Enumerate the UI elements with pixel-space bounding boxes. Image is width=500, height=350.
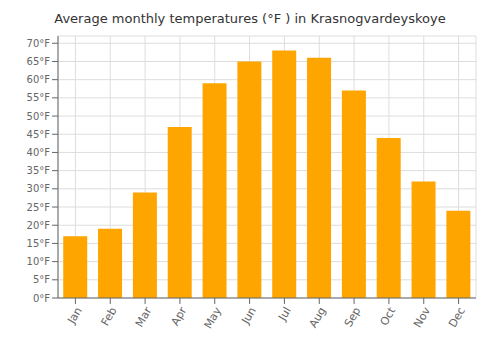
svg-text:Apr: Apr	[169, 304, 190, 327]
svg-text:30°F: 30°F	[27, 183, 51, 194]
svg-text:10°F: 10°F	[27, 256, 51, 267]
svg-text:60°F: 60°F	[27, 74, 51, 85]
svg-text:Dec: Dec	[446, 305, 468, 330]
svg-text:40°F: 40°F	[27, 147, 51, 158]
svg-text:25°F: 25°F	[27, 202, 51, 213]
svg-text:Jun: Jun	[239, 305, 259, 327]
svg-text:May: May	[201, 304, 224, 331]
svg-text:65°F: 65°F	[27, 56, 51, 67]
svg-text:45°F: 45°F	[27, 129, 51, 140]
svg-text:55°F: 55°F	[27, 92, 51, 103]
svg-text:Feb: Feb	[99, 305, 120, 328]
svg-text:Mar: Mar	[133, 305, 155, 330]
svg-text:50°F: 50°F	[27, 111, 51, 122]
svg-text:35°F: 35°F	[27, 165, 51, 176]
svg-text:Sep: Sep	[342, 305, 364, 329]
svg-text:0°F: 0°F	[33, 293, 50, 304]
html-text:Average monthly temperatures (: Average monthly temperatures (°F ) in Kr…	[54, 11, 446, 26]
svg-text:Aug: Aug	[307, 305, 329, 330]
svg-text:Jan: Jan	[65, 305, 85, 327]
svg-text:Nov: Nov	[411, 304, 433, 330]
svg-text:Jul: Jul	[275, 305, 293, 324]
svg-text:Oct: Oct	[378, 304, 399, 328]
svg-text:70°F: 70°F	[27, 38, 51, 49]
svg-text:5°F: 5°F	[33, 274, 50, 285]
svg-text:15°F: 15°F	[27, 238, 51, 249]
svg-text:20°F: 20°F	[27, 220, 51, 231]
